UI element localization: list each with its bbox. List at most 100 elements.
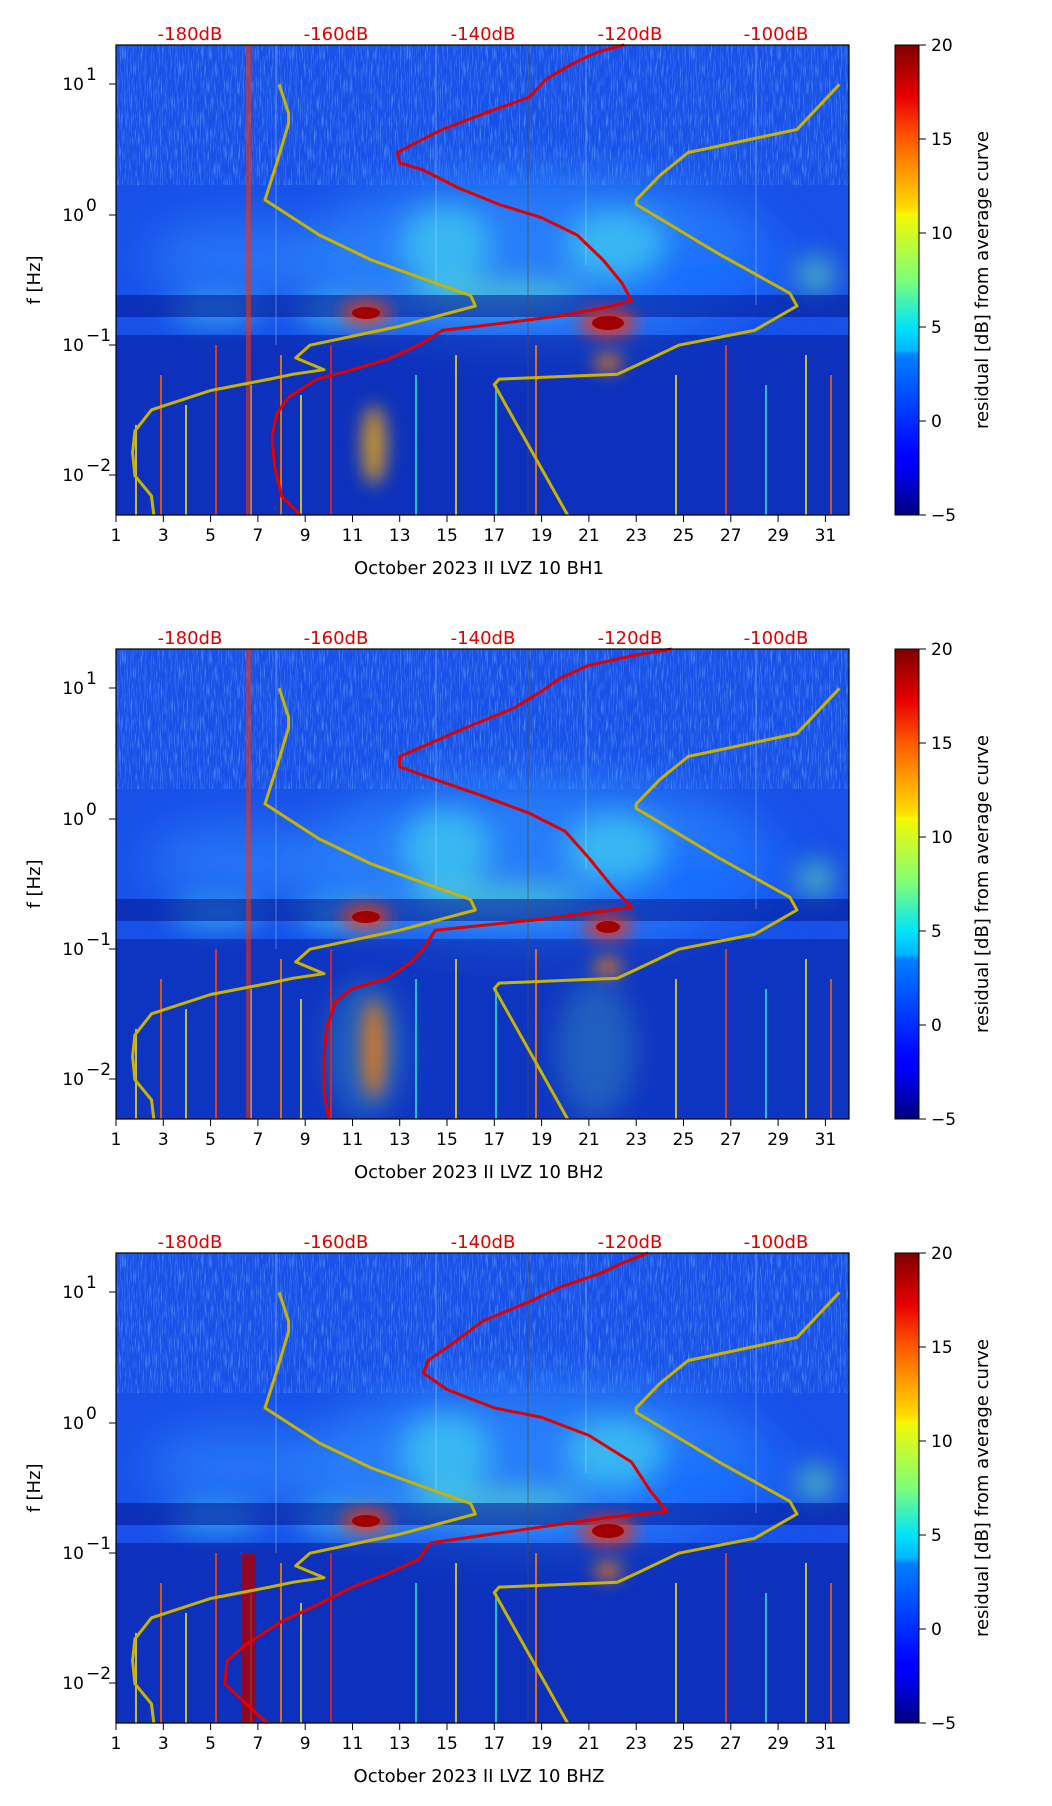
db-label: -100dB <box>744 628 809 649</box>
y-tick-label: 10 <box>62 810 84 830</box>
x-tick-label: 17 <box>483 1734 505 1754</box>
x-tick-labels-3: 1 3 5 7 9 11 13 15 17 19 21 23 25 27 29 … <box>111 1734 837 1754</box>
x-tick-label: 5 <box>205 1734 216 1754</box>
high-noise-model-curve-1 <box>492 83 841 516</box>
y-tick-label: 10 <box>62 1283 84 1303</box>
y-tick-labels-1: 10 10 10 10 1 0 −1 −2 <box>62 65 111 486</box>
y-tick-label: 10 <box>62 1674 84 1694</box>
colorbar-tick-label: −5 <box>931 1110 956 1130</box>
x-tick-label: 11 <box>342 1130 364 1150</box>
y-tick-label: 10 <box>62 679 84 699</box>
high-noise-model-curve-2 <box>492 687 841 1120</box>
x-tick-label: 5 <box>205 526 216 546</box>
y-tick-label: 10 <box>62 206 84 226</box>
y-axis-2 <box>109 687 116 1080</box>
db-label: -140dB <box>451 24 516 45</box>
y-axis-3 <box>109 1291 116 1684</box>
x-tick-label: 11 <box>342 526 364 546</box>
y-tick-label: 10 <box>62 1414 84 1434</box>
x-tick-label: 21 <box>578 1734 600 1754</box>
x-tick-label: 11 <box>342 1734 364 1754</box>
db-label: -160dB <box>304 628 369 649</box>
x-axis-label-1: October 2023 II LVZ 10 BH1 <box>354 558 604 579</box>
x-tick-label: 31 <box>815 526 837 546</box>
colorbar-tick-label: 0 <box>931 1620 942 1640</box>
x-tick-label: 31 <box>815 1734 837 1754</box>
y-tick-exponent: −2 <box>86 1060 111 1080</box>
x-axis-3 <box>115 1723 826 1730</box>
colorbar-tick-label: 10 <box>931 1432 953 1452</box>
db-label: -160dB <box>304 1232 369 1253</box>
y-axis-label-2: f [Hz] <box>24 859 45 908</box>
y-tick-label: 10 <box>62 940 84 960</box>
y-axis-label-1: f [Hz] <box>24 255 45 304</box>
y-tick-exponent: 1 <box>86 1273 97 1293</box>
db-label: -180dB <box>158 24 223 45</box>
db-scale-labels-2: -180dB -160dB -140dB -120dB -100dB <box>158 628 809 649</box>
chart-panel-3: -180dB -160dB -140dB -120dB -100dB 1 <box>24 1232 993 1787</box>
x-tick-label: 1 <box>111 1130 122 1150</box>
x-tick-label: 9 <box>300 1734 311 1754</box>
y-tick-exponent: 0 <box>86 196 97 216</box>
colorbar-tick-label: 15 <box>931 734 953 754</box>
colorbar-tick-label: 20 <box>931 1244 953 1264</box>
chart-panel-2: -180dB -160dB -140dB -120dB -100dB 1 <box>24 628 993 1183</box>
y-tick-exponent: 1 <box>86 669 97 689</box>
y-axis-label-3: f [Hz] <box>24 1463 45 1512</box>
y-tick-exponent: −2 <box>86 456 111 476</box>
x-tick-label: 19 <box>531 526 553 546</box>
low-noise-model-curve-1 <box>131 83 477 516</box>
x-tick-label: 31 <box>815 1130 837 1150</box>
colorbar-1: 20 15 10 5 0 −5 residual [dB] from avera… <box>894 36 993 526</box>
colorbar-tick-label: 10 <box>931 224 953 244</box>
y-tick-exponent: 0 <box>86 800 97 820</box>
x-tick-labels-1: 1 3 5 7 9 11 13 15 17 19 21 23 25 27 29 … <box>111 526 837 546</box>
y-tick-label: 10 <box>62 466 84 486</box>
colorbar-2: 20 15 10 5 0 −5 residual [dB] from avera… <box>894 640 993 1130</box>
x-tick-label: 13 <box>389 1130 411 1150</box>
plot-area-1 <box>115 43 850 517</box>
y-tick-labels-2: 10 10 10 10 1 0 −1 −2 <box>62 669 111 1090</box>
x-tick-label: 3 <box>158 1130 169 1150</box>
plot-area-3 <box>115 1251 850 1725</box>
x-axis-label-2: October 2023 II LVZ 10 BH2 <box>354 1162 604 1183</box>
plot-area-2 <box>115 647 850 1120</box>
colorbar-label-3: residual [dB] from average curve <box>972 1339 993 1637</box>
x-tick-label: 9 <box>300 526 311 546</box>
colorbar-tick-label: 15 <box>931 1338 953 1358</box>
y-tick-exponent: 0 <box>86 1404 97 1424</box>
x-tick-label: 21 <box>578 1130 600 1150</box>
high-noise-model-curve-3 <box>492 1291 841 1724</box>
x-tick-label: 25 <box>673 526 695 546</box>
y-tick-label: 10 <box>62 1070 84 1090</box>
y-tick-label: 10 <box>62 336 84 356</box>
y-axis-1 <box>109 83 116 476</box>
x-tick-labels-2: 1 3 5 7 9 11 13 15 17 19 21 23 25 27 29 … <box>111 1130 837 1150</box>
x-tick-label: 15 <box>436 526 458 546</box>
chart-panel-1: -180dB -160dB -140dB -120dB -100dB 1 <box>24 24 993 579</box>
y-tick-exponent: −1 <box>86 1534 111 1554</box>
x-axis-label-3: October 2023 II LVZ 10 BHZ <box>354 1766 605 1787</box>
x-tick-label: 15 <box>436 1734 458 1754</box>
y-tick-label: 10 <box>62 1544 84 1564</box>
x-axis-2 <box>115 1119 826 1126</box>
db-label: -100dB <box>744 1232 809 1253</box>
y-tick-exponent: −1 <box>86 930 111 950</box>
x-axis-1 <box>115 515 826 522</box>
colorbar-tick-label: 15 <box>931 130 953 150</box>
x-tick-label: 3 <box>158 526 169 546</box>
y-tick-exponent: −1 <box>86 326 111 346</box>
colorbar-tick-label: 0 <box>931 1016 942 1036</box>
x-tick-label: 19 <box>531 1130 553 1150</box>
db-label: -120dB <box>598 628 663 649</box>
x-tick-label: 7 <box>252 526 263 546</box>
x-tick-label: 19 <box>531 1734 553 1754</box>
x-tick-label: 29 <box>767 1734 789 1754</box>
colorbar-tick-label: −5 <box>931 506 956 526</box>
colorbar-tick-label: 0 <box>931 412 942 432</box>
y-tick-exponent: −2 <box>86 1664 111 1684</box>
x-tick-label: 27 <box>720 1734 742 1754</box>
x-tick-label: 29 <box>767 1130 789 1150</box>
x-tick-label: 27 <box>720 526 742 546</box>
x-tick-label: 3 <box>158 1734 169 1754</box>
